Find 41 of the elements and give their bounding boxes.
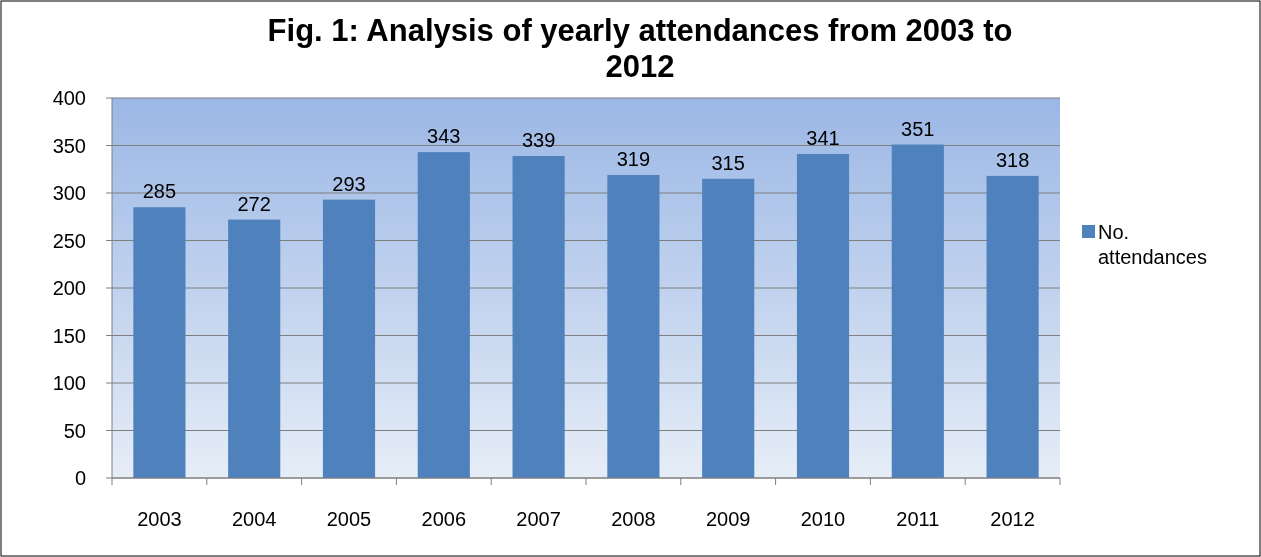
y-tick-label: 150 [52, 324, 86, 347]
data-label: 343 [427, 125, 461, 148]
data-label: 315 [711, 151, 745, 174]
bar [228, 219, 281, 478]
data-label: 319 [616, 147, 651, 170]
x-tick-label: 2007 [516, 508, 561, 530]
legend-label: No. attendances [1098, 221, 1207, 268]
bar [891, 144, 944, 478]
x-tick-label: 2012 [990, 508, 1035, 530]
bar [133, 207, 186, 478]
y-tick-label: 250 [52, 229, 86, 252]
chart-title: Fig. 1: Analysis of yearly attendances from 2003 to 2012 [267, 13, 1013, 84]
bar [322, 199, 376, 478]
y-tick-label: 200 [52, 277, 86, 299]
y-tick-label: 100 [52, 372, 86, 394]
bar [796, 154, 850, 478]
x-tick-label: 2006 [421, 508, 467, 530]
x-tick-label: 2009 [705, 508, 751, 530]
data-label: 272 [237, 192, 271, 215]
y-tick-label: 350 [52, 134, 86, 157]
y-tick-label: 400 [52, 87, 86, 109]
data-label: 318 [995, 148, 1030, 171]
bar [986, 175, 1039, 478]
x-tick-label: 2011 [896, 508, 940, 530]
bar [417, 152, 470, 478]
y-tick-label: 300 [52, 182, 86, 204]
data-label: 339 [521, 128, 556, 151]
y-tick-label: 50 [63, 419, 86, 442]
x-tick-label: 2008 [611, 508, 656, 530]
bar [702, 178, 755, 478]
data-label: 341 [806, 127, 840, 150]
y-tick-label: 0 [74, 467, 86, 489]
bar [512, 155, 565, 478]
bar [607, 174, 660, 478]
x-tick-label: 2010 [800, 508, 846, 530]
data-label: 285 [142, 180, 177, 203]
x-tick-label: 2003 [137, 508, 182, 530]
x-tick-label: 2004 [231, 508, 277, 530]
x-tick-label: 2005 [326, 508, 372, 530]
data-label: 293 [332, 172, 366, 195]
data-label: 351 [901, 117, 935, 140]
